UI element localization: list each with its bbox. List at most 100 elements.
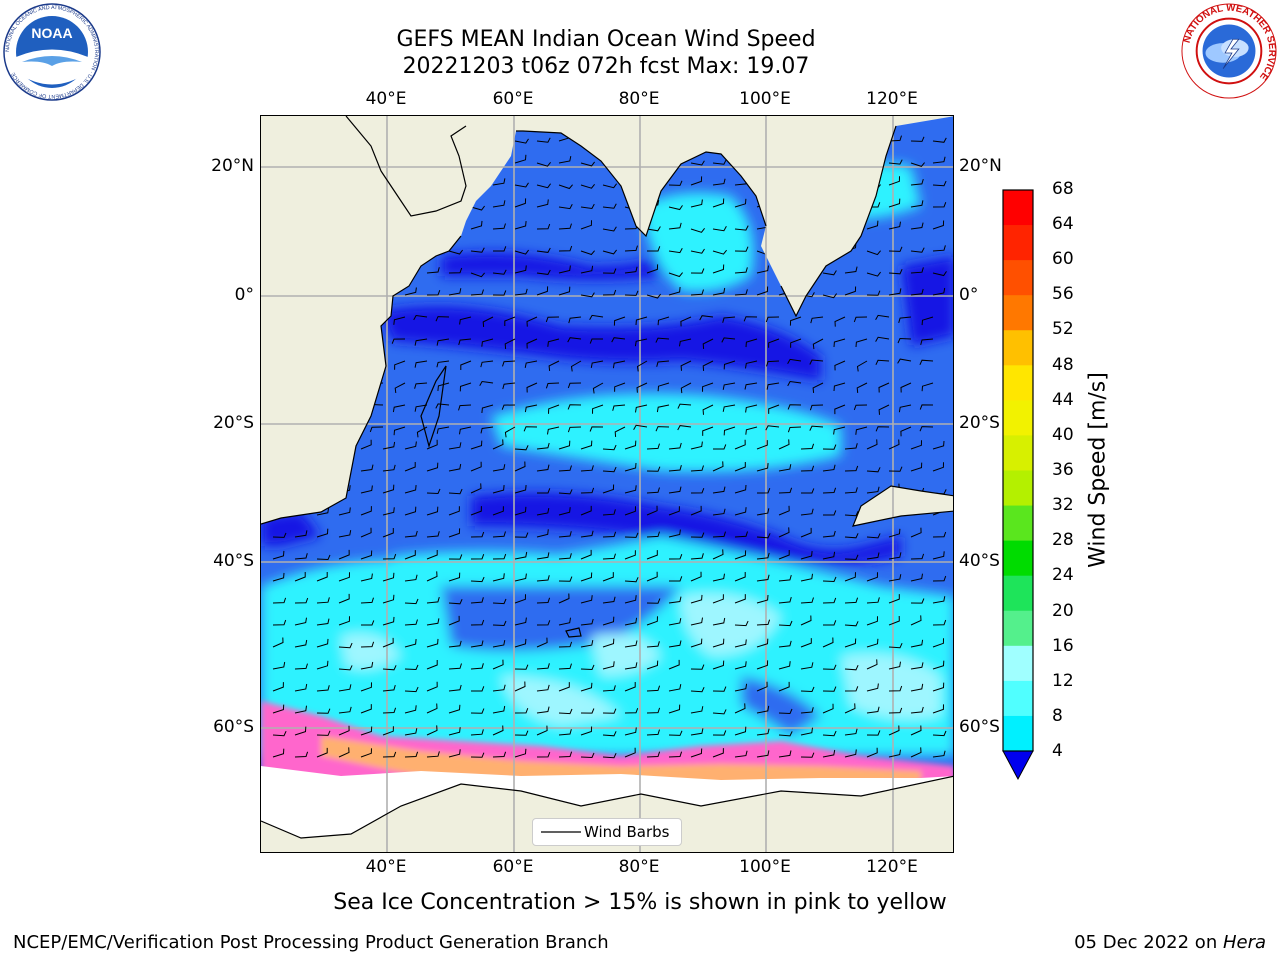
wind-barb [272,532,287,538]
wind-barb [778,247,793,253]
wind-barb [624,640,638,648]
wind-barb [536,223,551,230]
wind-barb [844,465,859,472]
wind-barb [382,202,397,209]
wind-barb [866,159,881,165]
wind-barb [866,220,879,230]
wind-barb [910,615,922,626]
wind-barb [875,314,890,320]
wind-barb [712,730,727,736]
wind-barb [514,265,527,274]
wind-barb [602,484,615,494]
wind-barb [349,338,362,347]
wind-barb [646,466,661,472]
wind-barb [470,708,485,714]
wind-barb [558,729,572,736]
wind-barb [392,404,406,413]
wind-barb [426,139,441,145]
wind-barb [801,488,815,494]
wind-barb [809,404,824,411]
wind-barb [558,751,573,758]
wind-barb [492,485,505,494]
wind-barb [272,550,285,560]
wind-barb [800,707,814,714]
wind-barb [382,572,395,582]
wind-barb [910,683,924,692]
wind-barb [580,530,594,538]
wind-barb [668,684,682,692]
wind-barb [866,597,880,604]
wind-barb [282,338,296,346]
wind-barb [844,487,858,494]
wind-barb [712,133,725,142]
wind-barb [558,682,570,692]
wind-barb [646,616,658,626]
wind-barb [435,403,450,409]
wind-barb [778,640,792,648]
wind-barb [844,703,856,714]
wind-barb [866,683,879,692]
wind-barb [382,684,396,692]
wind-barb [712,573,725,582]
wind-barb [766,382,780,390]
wind-barb [756,552,770,560]
wind-barb [800,443,815,450]
wind-barb [338,684,352,692]
wind-barb [306,316,318,326]
wind-barb [404,728,418,736]
wind-barb [646,133,659,142]
wind-barb [812,382,824,393]
wind-barb [294,530,308,538]
wind-barb [712,686,727,692]
wind-barb [348,426,362,435]
wind-barb [448,572,461,582]
wind-barb [888,749,901,758]
wind-barb [778,750,792,758]
wind-barb [524,404,538,413]
wind-barb [624,617,638,626]
wind-barb [612,404,626,411]
wind-barb [360,726,373,736]
wind-barb [548,360,560,371]
wind-barb [756,728,770,736]
wind-barb [833,338,846,348]
wind-barb [856,382,868,393]
lon-tick-bottom: 60°E [492,857,534,877]
wind-barb [404,530,418,538]
wind-barb [765,316,780,323]
wind-barb [414,360,428,368]
wind-barb [932,202,947,208]
wind-barb [404,619,418,626]
colorbar-tick: 40 [1052,425,1074,445]
wind-barb [668,465,682,472]
wind-barb [866,533,881,539]
wind-barb [712,461,724,472]
wind-barb [745,338,758,348]
wind-barb [614,426,626,437]
wind-barb [712,660,725,670]
wind-barb [338,462,351,472]
wind-barb [822,576,837,583]
wind-barb [262,426,274,438]
wind-barb [360,661,374,670]
wind-barb [558,223,572,230]
wind-barb [514,532,529,538]
wind-barb [348,360,362,369]
colorbar-tick: 52 [1052,319,1074,339]
wind-barb [294,198,307,208]
wind-barb [702,338,714,349]
wind-barb [338,134,352,142]
wind-barb [394,360,406,370]
wind-barb [470,729,484,736]
wind-barb [316,730,331,736]
wind-barb [624,727,637,736]
wind-barb [932,575,947,582]
wind-barb [316,708,331,714]
wind-barb [316,487,331,494]
lat-tick-right: 20°N [959,156,1002,176]
wind-barb [602,509,616,516]
wind-barb [470,619,485,626]
wind-barb [404,705,417,714]
wind-barb [514,573,527,582]
wind-barb [448,704,461,714]
